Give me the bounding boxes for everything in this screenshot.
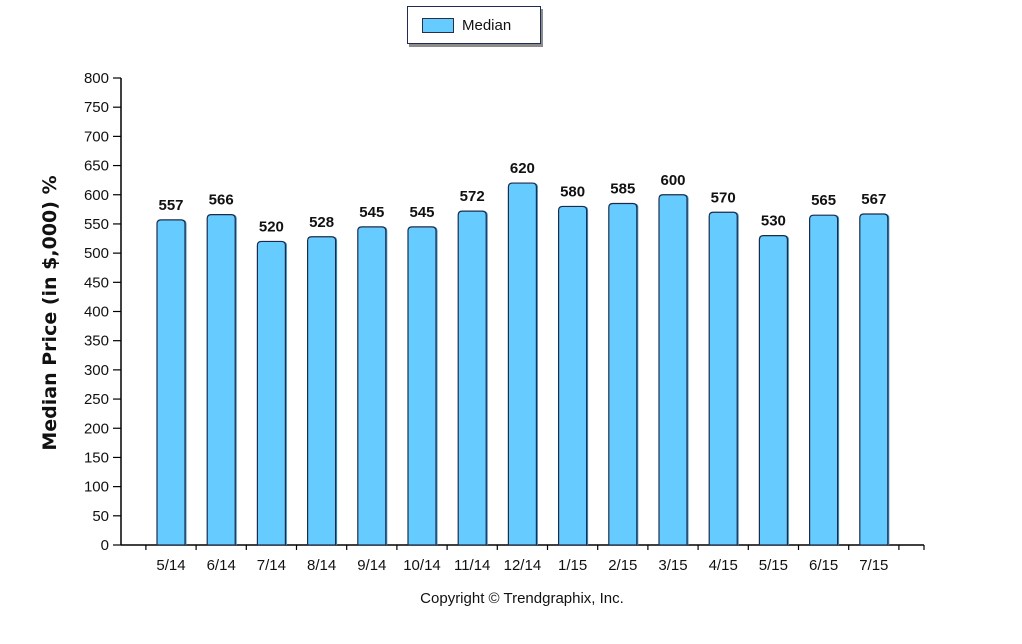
x-tick-label: 10/14 xyxy=(403,557,441,574)
bar xyxy=(708,211,738,546)
y-tick-label: 50 xyxy=(92,508,109,525)
bar xyxy=(507,182,537,546)
bar xyxy=(658,194,688,546)
y-tick-label: 400 xyxy=(84,304,109,321)
bar-value-label: 585 xyxy=(610,181,635,198)
legend-swatch xyxy=(422,17,454,33)
bar-value-label: 557 xyxy=(158,197,183,214)
bar xyxy=(457,210,487,546)
bar xyxy=(407,226,437,546)
x-tick-label: 2/15 xyxy=(608,557,637,574)
y-tick-label: 350 xyxy=(84,333,109,350)
x-tick-label: 5/15 xyxy=(759,557,788,574)
x-tick-label: 12/14 xyxy=(504,557,542,574)
bar xyxy=(608,202,638,546)
y-tick-label: 550 xyxy=(84,216,109,233)
bar xyxy=(307,236,337,546)
y-tick-label: 200 xyxy=(84,420,109,437)
x-tick-label: 6/15 xyxy=(809,557,838,574)
y-tick-label: 100 xyxy=(84,479,109,496)
bar xyxy=(558,205,588,546)
legend-label: Median xyxy=(462,16,512,34)
y-tick-label: 0 xyxy=(101,537,109,554)
x-tick-label: 6/14 xyxy=(207,557,236,574)
y-tick-label: 650 xyxy=(84,158,109,175)
x-tick-label: 1/15 xyxy=(558,557,587,574)
bar xyxy=(256,240,286,546)
y-tick-label: 750 xyxy=(84,99,109,116)
y-tick-label: 700 xyxy=(84,128,109,145)
x-tick-label: 3/15 xyxy=(658,557,687,574)
x-tick-label: 7/15 xyxy=(859,557,888,574)
x-tick-label: 4/15 xyxy=(709,557,738,574)
bar-value-label: 545 xyxy=(409,204,434,221)
bar-value-label: 545 xyxy=(359,204,384,221)
x-tick-label: 7/14 xyxy=(257,557,286,574)
bar-value-label: 566 xyxy=(209,192,234,209)
bar-value-label: 520 xyxy=(259,218,284,235)
bar-value-label: 565 xyxy=(811,192,836,209)
bar xyxy=(206,213,236,546)
bar-value-label: 572 xyxy=(460,188,485,205)
x-tick-label: 9/14 xyxy=(357,557,386,574)
y-tick-label: 500 xyxy=(84,245,109,262)
x-tick-label: 5/14 xyxy=(156,557,185,574)
bar-value-label: 567 xyxy=(861,191,886,208)
copyright-text: Copyright © Trendgraphix, Inc. xyxy=(420,590,624,607)
bar xyxy=(357,226,387,546)
bar xyxy=(758,235,788,546)
x-tick-label: 8/14 xyxy=(307,557,336,574)
bar xyxy=(156,219,186,546)
bar-value-label: 530 xyxy=(761,213,786,230)
bar xyxy=(859,213,889,546)
x-tick-label: 11/14 xyxy=(454,557,490,574)
y-tick-label: 600 xyxy=(84,187,109,204)
bar-value-label: 528 xyxy=(309,214,334,231)
y-tick-label: 150 xyxy=(84,449,109,466)
bar-value-label: 580 xyxy=(560,183,585,200)
bar-value-label: 620 xyxy=(510,160,535,177)
bar-value-label: 570 xyxy=(711,189,736,206)
legend: Median xyxy=(407,6,541,44)
y-tick-label: 250 xyxy=(84,391,109,408)
y-tick-label: 300 xyxy=(84,362,109,379)
bar xyxy=(809,214,839,546)
bar-value-label: 600 xyxy=(660,172,685,189)
y-tick-label: 450 xyxy=(84,274,109,291)
y-tick-label: 800 xyxy=(84,70,109,87)
